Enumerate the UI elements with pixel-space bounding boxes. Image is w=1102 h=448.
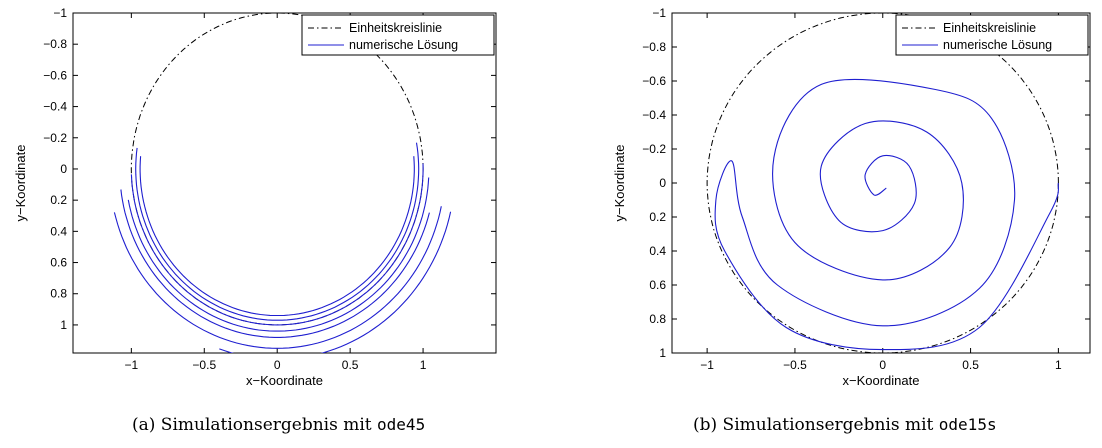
caption-a-code: ode45	[377, 415, 426, 434]
y-tick-label: 0.2	[649, 210, 666, 224]
series-numeric-arc	[127, 177, 430, 332]
y-tick-label: −1	[53, 6, 67, 20]
caption-b-code: ode15s	[938, 415, 997, 434]
figure: −1 −0.5 0 0.5 1 −1 −0.8 −0.6 −0.4 −0.2 0 0.2 0.4 0.6 0…	[13, 6, 1091, 388]
y-tick-label: 0.6	[50, 256, 67, 270]
y-tick-label: 0.4	[50, 224, 67, 238]
series-numeric-arc	[139, 156, 415, 317]
legend-label: numerische Lösung	[349, 38, 458, 52]
legend-label: Einheitskreislinie	[943, 21, 1036, 35]
x-tick-label: 0.5	[962, 358, 979, 372]
y-tick-label: −0.6	[642, 74, 666, 88]
series-unit-circle	[706, 13, 1059, 353]
series-numeric-spiral	[714, 78, 1059, 351]
caption-a-text: (a) Simulationsergebnis mit	[132, 415, 378, 435]
x-tick-label: −0.5	[192, 358, 216, 372]
legend: Einheitskreislinie numerische Lösung	[301, 14, 495, 56]
y-tick-label: 0	[659, 176, 666, 190]
y-tick-label: 0.6	[649, 278, 666, 292]
legend-label: Einheitskreislinie	[349, 21, 442, 35]
y-tick-label: 1	[659, 346, 666, 360]
y-tick-label: 0.8	[649, 312, 666, 326]
y-tick-label: 0	[60, 162, 67, 176]
y-axis-label: y−Koordinate	[13, 145, 28, 222]
series-numeric-arc	[113, 206, 442, 349]
x-tick-label: 1	[420, 358, 427, 372]
axes-box	[671, 12, 1091, 354]
x-tick-label: −1	[700, 358, 714, 372]
x-tick-label: 1	[1055, 358, 1062, 372]
y-tick-label: −1	[652, 6, 666, 20]
y-tick-label: −0.8	[43, 37, 67, 51]
x-axis-label: x−Koordinate	[843, 373, 920, 388]
y-tick-label: 0.4	[649, 244, 666, 258]
y-tick-label: −0.4	[642, 108, 666, 122]
legend-label: numerische Lösung	[943, 38, 1052, 52]
x-axis-label: x−Koordinate	[246, 373, 323, 388]
y-tick-label: 0.8	[50, 287, 67, 301]
legend: Einheitskreislinie numerische Lösung	[895, 14, 1089, 56]
series-numeric-arc	[219, 211, 452, 353]
plot-a: −1 −0.5 0 0.5 1 −1 −0.8 −0.6 −0.4 −0.2 0 0.2 0.4 0.6 0…	[13, 6, 497, 388]
series-numeric-arc	[130, 163, 424, 326]
x-tick-label: −1	[125, 358, 139, 372]
y-tick-label: 0.2	[50, 193, 67, 207]
y-tick-label: 1	[60, 318, 67, 332]
series-numeric-arc	[135, 142, 420, 321]
caption-b: (b) Simulationsergebnis mit ode15s	[693, 415, 997, 435]
plot-b: −1 −0.5 0 0.5 1 −1 −0.8 −0.6 −0.4 −0.2 0 0.2 0.4 0.6 0…	[612, 6, 1091, 388]
x-tick-label: 0	[274, 358, 281, 372]
series-numeric-arc	[120, 189, 430, 338]
x-tick-label: 0.5	[342, 358, 359, 372]
x-tick-label: 0	[879, 358, 886, 372]
series-unit-circle	[130, 13, 424, 326]
caption-a: (a) Simulationsergebnis mit ode45	[132, 415, 425, 435]
y-tick-label: −0.2	[43, 131, 67, 145]
y-tick-label: −0.4	[43, 100, 67, 114]
y-tick-label: −0.2	[642, 142, 666, 156]
y-axis-label: y−Koordinate	[612, 145, 627, 222]
y-tick-label: −0.8	[642, 40, 666, 54]
y-tick-label: −0.6	[43, 68, 67, 82]
caption-b-text: (b) Simulationsergebnis mit	[693, 415, 939, 435]
x-tick-label: −0.5	[783, 358, 807, 372]
